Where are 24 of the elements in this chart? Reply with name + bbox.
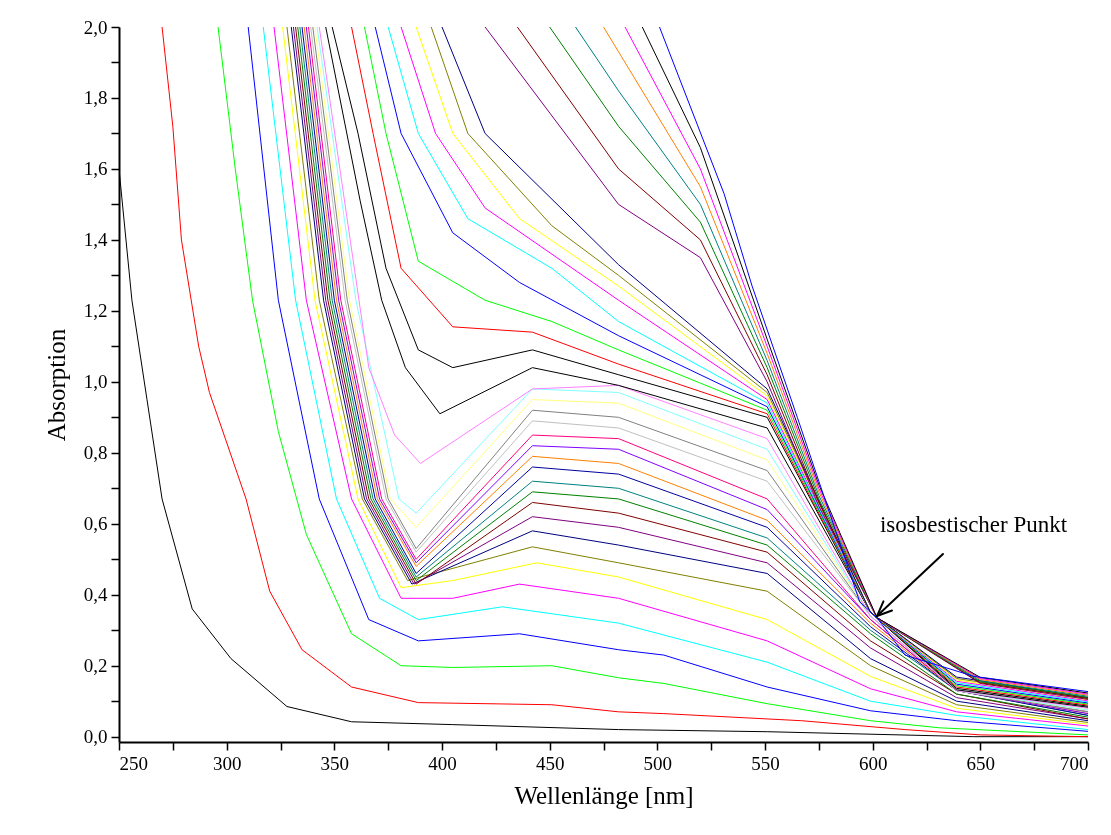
x-tick-label: 300 [212, 752, 242, 774]
y-tick-label: 0,0 [83, 726, 108, 748]
y-tick-label: 0,4 [83, 584, 108, 606]
y-tick-label: 1,4 [83, 229, 108, 251]
y-tick-label: 0,2 [83, 655, 108, 677]
y-tick-label: 1,2 [83, 300, 108, 322]
y-axis-title: Absorption [42, 328, 70, 442]
y-tick-label: 1,0 [83, 371, 108, 393]
y-tick-label: 2,0 [83, 16, 108, 38]
x-tick-label: 250 [119, 752, 148, 774]
x-tick-label: 700 [1060, 752, 1089, 774]
x-axis-title: Wellenlänge [nm] [514, 781, 694, 809]
x-tick-label: 500 [643, 752, 673, 774]
annotation: isosbestischer Punkt [879, 512, 1068, 538]
x-tick-label: 450 [535, 752, 565, 774]
x-tick-label: 650 [966, 752, 996, 774]
x-tick-label: 350 [320, 752, 350, 774]
y-tick-label: 0,8 [83, 442, 108, 464]
y-tick-label: 1,6 [83, 158, 108, 180]
x-tick-label: 600 [858, 752, 888, 774]
x-tick-label: 400 [428, 752, 457, 774]
y-tick-label: 1,8 [83, 87, 108, 109]
y-tick-label: 0,6 [83, 513, 108, 535]
x-tick-label: 550 [751, 752, 780, 774]
